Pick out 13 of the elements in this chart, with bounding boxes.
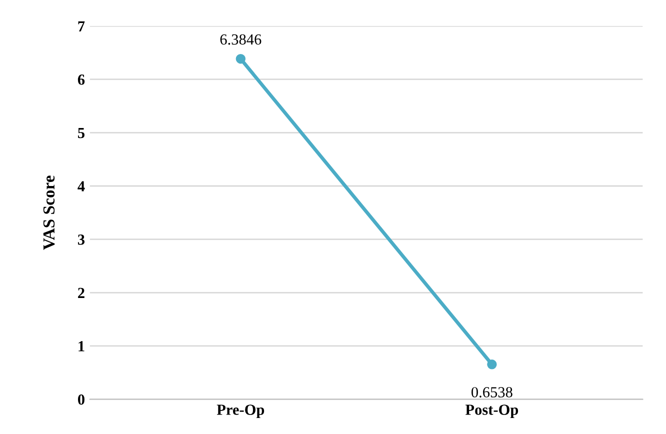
y-axis-title: VAS Score — [43, 176, 55, 250]
x-tick-label: Pre-Op — [216, 404, 264, 418]
y-tick-label: 1 — [78, 341, 84, 352]
data-label: 6.3846 — [220, 34, 262, 45]
y-tick-label: 3 — [78, 234, 85, 245]
y-tick-label: 2 — [78, 288, 84, 298]
x-tick-label: Post-Op — [465, 404, 518, 418]
data-label: 0.6538 — [472, 387, 512, 398]
y-tick-label: 0 — [78, 394, 84, 405]
y-tick-label: 4 — [78, 181, 85, 192]
y-tick-label: 5 — [78, 128, 84, 138]
y-tick-label: 6 — [78, 74, 85, 85]
y-tick-label: 7 — [78, 21, 85, 32]
